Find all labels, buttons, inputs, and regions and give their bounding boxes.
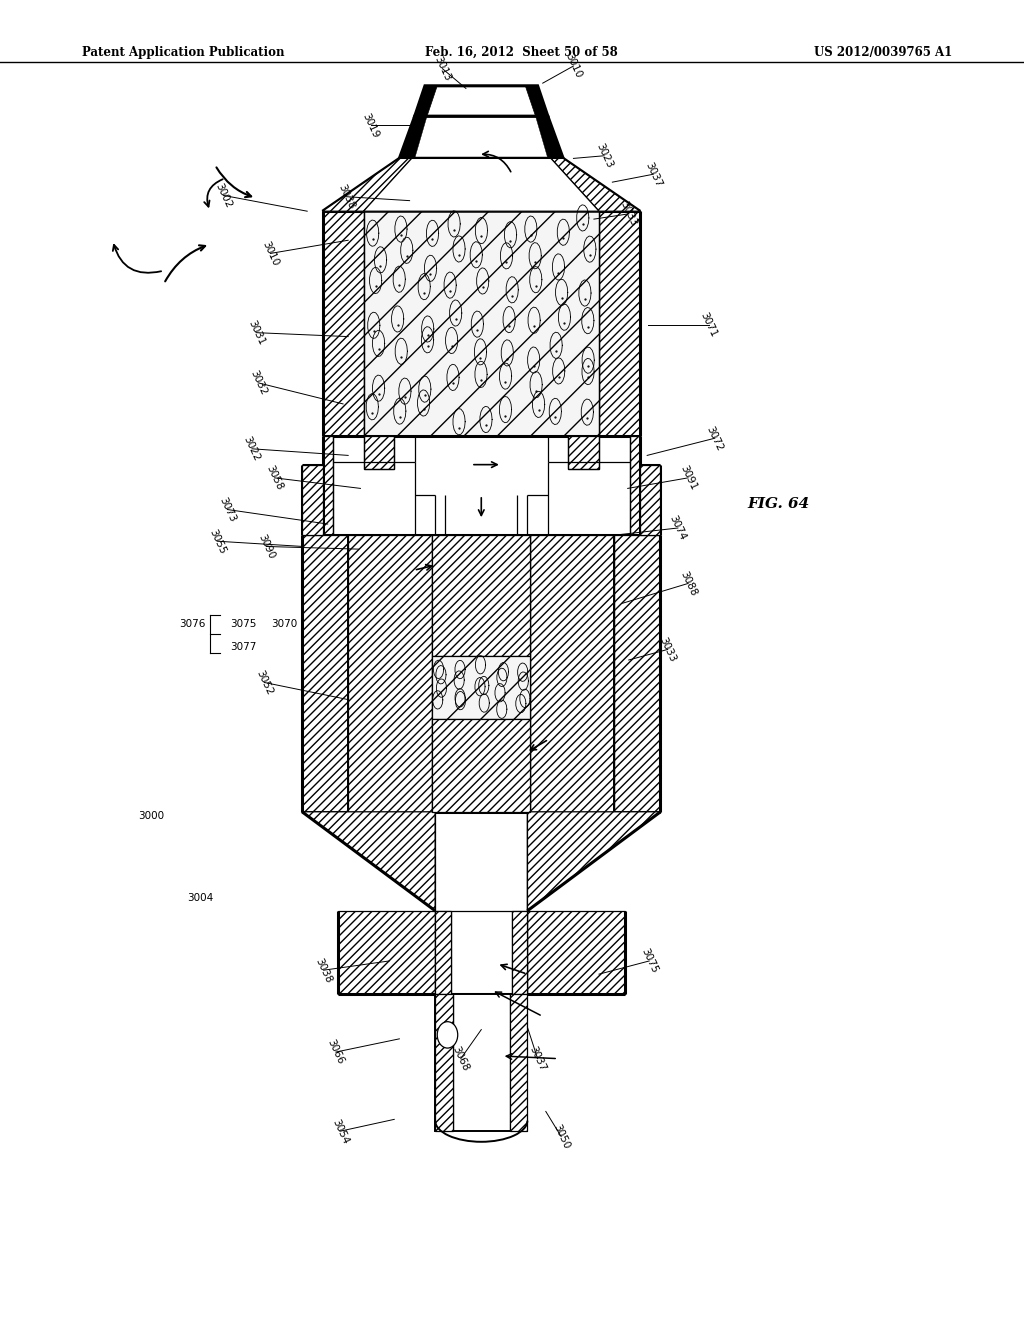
Text: 3075: 3075	[230, 619, 257, 630]
Polygon shape	[399, 116, 427, 158]
Text: 3068: 3068	[451, 1044, 471, 1073]
Polygon shape	[302, 465, 323, 535]
Polygon shape	[323, 158, 412, 211]
Text: 3076: 3076	[179, 619, 206, 630]
Text: 3002: 3002	[213, 181, 233, 210]
Text: FIG. 64: FIG. 64	[748, 498, 810, 511]
Polygon shape	[302, 535, 348, 812]
Text: US 2012/0039765 A1: US 2012/0039765 A1	[814, 46, 952, 59]
Text: 3004: 3004	[187, 892, 214, 903]
Polygon shape	[420, 86, 543, 116]
Text: 3090: 3090	[256, 532, 276, 561]
Text: 3091: 3091	[678, 463, 698, 492]
Text: 3088: 3088	[678, 569, 698, 598]
Text: 3074: 3074	[668, 513, 688, 543]
Polygon shape	[323, 158, 640, 211]
Polygon shape	[432, 656, 530, 719]
Text: 3023: 3023	[594, 141, 614, 170]
Text: 3010: 3010	[260, 239, 281, 268]
Polygon shape	[432, 535, 530, 656]
Polygon shape	[364, 158, 599, 211]
Text: 3050: 3050	[551, 1122, 571, 1151]
Polygon shape	[399, 116, 563, 158]
Polygon shape	[435, 994, 453, 1131]
Polygon shape	[323, 211, 364, 436]
Text: 3010: 3010	[563, 51, 584, 81]
Text: 3073: 3073	[217, 495, 238, 524]
Polygon shape	[614, 535, 660, 812]
Polygon shape	[348, 535, 432, 812]
Text: 3066: 3066	[326, 1038, 346, 1067]
Polygon shape	[640, 465, 660, 535]
Polygon shape	[435, 994, 527, 1131]
Polygon shape	[551, 158, 640, 211]
Polygon shape	[415, 86, 437, 116]
Polygon shape	[536, 116, 563, 158]
Text: 3071: 3071	[698, 310, 719, 339]
Polygon shape	[364, 211, 599, 436]
Polygon shape	[525, 86, 548, 116]
Text: 3037: 3037	[527, 1044, 548, 1073]
Text: 3070: 3070	[271, 619, 298, 630]
Text: 3000: 3000	[138, 810, 165, 821]
Text: 3033: 3033	[618, 199, 639, 228]
Text: 3032: 3032	[248, 368, 268, 397]
Polygon shape	[510, 994, 527, 1131]
Text: 3054: 3054	[330, 1117, 350, 1146]
Text: 3038: 3038	[336, 182, 356, 211]
Polygon shape	[432, 719, 530, 812]
Polygon shape	[527, 812, 660, 911]
Text: 3013: 3013	[432, 54, 453, 83]
Text: 3055: 3055	[207, 527, 227, 556]
Polygon shape	[302, 812, 435, 911]
Text: 3031: 3031	[246, 318, 266, 347]
Polygon shape	[630, 436, 640, 541]
Text: 3058: 3058	[264, 463, 285, 492]
Circle shape	[437, 1022, 458, 1048]
Text: 3022: 3022	[242, 434, 262, 463]
Text: Patent Application Publication: Patent Application Publication	[82, 46, 285, 59]
Text: 3075: 3075	[639, 946, 659, 975]
Text: 3072: 3072	[705, 424, 725, 453]
Polygon shape	[527, 911, 625, 994]
Text: Feb. 16, 2012  Sheet 50 of 58: Feb. 16, 2012 Sheet 50 of 58	[425, 46, 617, 59]
Text: 3037: 3037	[643, 160, 664, 189]
Polygon shape	[568, 436, 599, 469]
Polygon shape	[599, 211, 640, 436]
Polygon shape	[530, 535, 614, 812]
Text: 3019: 3019	[360, 111, 381, 140]
Polygon shape	[364, 436, 394, 469]
Text: 3052: 3052	[254, 668, 274, 697]
Text: 3077: 3077	[230, 642, 257, 652]
Polygon shape	[435, 911, 451, 994]
Polygon shape	[338, 911, 435, 994]
Text: 3038: 3038	[313, 956, 334, 985]
Polygon shape	[512, 911, 527, 994]
Text: 3033: 3033	[657, 635, 678, 664]
Polygon shape	[323, 436, 333, 541]
